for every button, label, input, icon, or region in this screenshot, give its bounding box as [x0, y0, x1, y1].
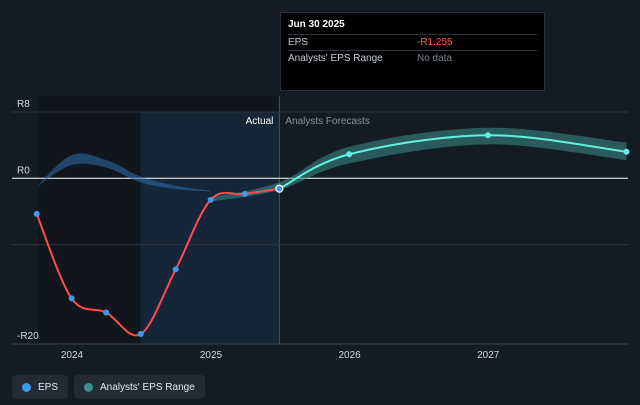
tooltip-range-label: Analysts' EPS Range	[288, 53, 383, 64]
tooltip: Jun 30 2025 EPS -R1.255 Analysts' EPS Ra…	[280, 12, 545, 91]
y-tick-label-0: R8	[17, 99, 30, 110]
tooltip-row-range: Analysts' EPS Range No data	[288, 50, 537, 66]
range-band-forecast	[210, 127, 627, 202]
legend-item-eps[interactable]: EPS	[12, 375, 69, 399]
eps-point-3	[137, 331, 144, 338]
eps-point-0	[33, 210, 40, 217]
actual-label: Actual	[246, 116, 274, 127]
tooltip-eps-value: -R1.255	[417, 37, 453, 48]
x-tick-label-3: 2027	[477, 350, 500, 361]
forecast-point-2	[623, 148, 630, 155]
x-tick-label-1: 2025	[200, 350, 223, 361]
forecast-point-0	[346, 151, 353, 158]
series-line-1	[278, 134, 627, 190]
eps-point-5	[207, 196, 214, 203]
eps-point-4	[172, 266, 179, 273]
y-tick-label-2: -R20	[17, 331, 39, 342]
eps-point-2	[103, 309, 110, 316]
forecast-label: Analysts Forecasts	[285, 116, 369, 127]
eps-point-6	[241, 191, 248, 198]
grid-lines	[12, 111, 628, 345]
legend-range-label: Analysts' EPS Range	[100, 381, 195, 393]
y-tick-label-1: R0	[17, 165, 30, 176]
highlight-period	[140, 112, 280, 344]
tooltip-range-value: No data	[417, 53, 453, 64]
tooltip-row-eps: EPS -R1.255	[288, 34, 537, 50]
eps-legend-dot-icon	[22, 382, 31, 392]
eps-point-7	[275, 184, 284, 193]
forecast-point-1	[484, 132, 491, 139]
legend-item-range[interactable]: Analysts' EPS Range	[74, 375, 205, 399]
legend-eps-label: EPS	[38, 381, 59, 393]
eps-point-1	[68, 295, 75, 302]
tooltip-eps-label: EPS	[288, 37, 309, 48]
range-band-past	[36, 153, 211, 192]
tooltip-date: Jun 30 2025	[288, 19, 345, 30]
legend: EPS Analysts' EPS Range	[12, 375, 205, 399]
x-tick-label-2: 2026	[338, 350, 361, 361]
x-tick-label-0: 2024	[61, 350, 84, 361]
range-legend-dot-icon	[84, 382, 94, 392]
